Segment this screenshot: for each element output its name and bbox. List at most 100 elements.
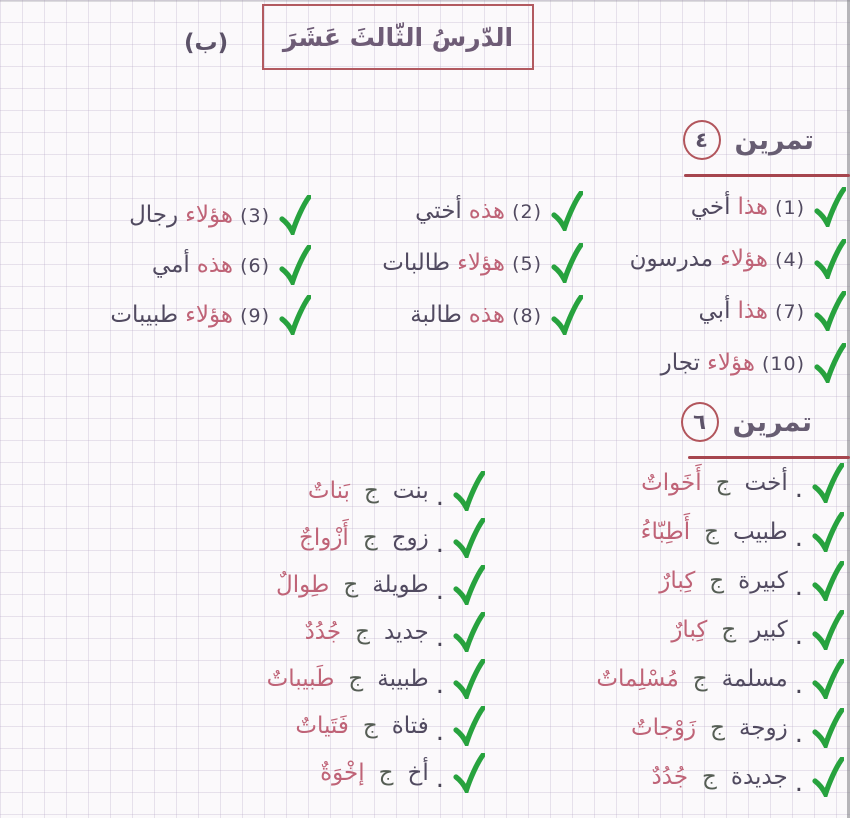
plural-marker: ج xyxy=(355,619,370,645)
item-text: طالبات xyxy=(382,250,451,276)
checkmark-icon xyxy=(453,565,485,605)
exercise6-item: . مسلمة ج مُسْلِماتٌ xyxy=(596,659,844,700)
checkmark-icon xyxy=(453,471,485,511)
singular-word: أخت xyxy=(744,470,788,496)
plural-marker: ج xyxy=(721,617,737,643)
exercise6-item: . جديد ج جُدُدٌ xyxy=(305,612,485,653)
demonstrative-word: هؤلاء xyxy=(707,350,755,376)
lesson-title: الدّرسُ الثّالثَ عَشَرَ xyxy=(282,22,514,52)
plural-word: مُسْلِماتٌ xyxy=(596,666,679,692)
demonstrative-word: هؤلاء xyxy=(185,202,234,228)
exercise4-item-3: (3) هؤلاء رجال xyxy=(129,195,311,235)
exercise4-item-8: (8) هذه طالبة xyxy=(410,295,583,335)
plural-word: طَبيباتٌ xyxy=(266,666,335,692)
checkmark-icon xyxy=(551,243,583,283)
item-text: أبي xyxy=(698,298,731,324)
checkmark-icon xyxy=(551,295,583,335)
checkmark-icon xyxy=(453,706,485,746)
exercise4-item-6: (6) هذه أمي xyxy=(152,245,311,285)
plural-word: جُدُدٌ xyxy=(651,764,689,790)
exercise4-header: تمرين ٤ xyxy=(682,120,814,160)
item-bullet: . xyxy=(435,764,444,794)
checkmark-icon xyxy=(279,295,311,335)
plural-marker: ج xyxy=(343,572,359,598)
exercise4-item-10: (10) هؤلاء تجار xyxy=(660,343,846,383)
plural-word: زَوْجاتٌ xyxy=(631,715,697,741)
singular-word: جديد xyxy=(383,619,429,645)
plural-word: إخْوَةٌ xyxy=(320,760,365,786)
checkmark-icon xyxy=(453,518,485,558)
exercise4-heading: تمرين xyxy=(734,124,814,156)
exercise6-item: . زوجة ج زَوْجاتٌ xyxy=(631,708,844,749)
exercise6-column-left: . بنت ج بَناتٌ . زوج ج أَزْواجٌ . طويلة … xyxy=(266,471,485,794)
item-bullet: . xyxy=(794,670,803,700)
singular-word: طبيب xyxy=(732,519,788,545)
exercise4-item-5: (5) هؤلاء طالبات xyxy=(382,243,583,283)
singular-word: زوج xyxy=(391,525,429,551)
exercise6-item: . طويلة ج طِوالٌ xyxy=(276,565,485,606)
item-bullet: . xyxy=(794,572,803,602)
item-number: (8) xyxy=(512,305,542,327)
item-number: (5) xyxy=(512,253,542,275)
exercise6-item: . كبيرة ج كِبارٌ xyxy=(659,561,844,602)
item-number: (1) xyxy=(775,197,805,219)
exercise4-number: ٤ xyxy=(695,128,708,152)
checkmark-icon xyxy=(279,195,311,235)
demonstrative-word: هؤلاء xyxy=(720,246,769,272)
demonstrative-word: هذا xyxy=(737,298,769,324)
scan-edge-top xyxy=(0,0,850,2)
plural-marker: ج xyxy=(710,715,725,741)
plural-word: فَتَياتٌ xyxy=(295,713,349,739)
plural-marker: ج xyxy=(692,666,708,692)
plural-word: كِبارٌ xyxy=(671,617,708,643)
plural-word: أَطِبّاءُ xyxy=(640,519,691,545)
item-bullet: . xyxy=(435,482,444,512)
checkmark-icon xyxy=(453,612,485,652)
checkmark-icon xyxy=(279,245,311,285)
item-number: (10) xyxy=(761,353,805,375)
exercise6-item: . كبير ج كِبارٌ xyxy=(671,610,844,651)
singular-word: طويلة xyxy=(372,572,429,598)
item-bullet: . xyxy=(435,576,444,606)
exercise4-item-2: (2) هذه أختي xyxy=(415,191,583,231)
checkmark-icon xyxy=(812,610,844,650)
item-bullet: . xyxy=(435,717,444,747)
item-number: (7) xyxy=(775,301,805,323)
singular-word: كبير xyxy=(750,617,788,643)
item-text: طالبة xyxy=(410,302,462,328)
item-bullet: . xyxy=(794,719,803,749)
exercise4-column-left: (3) هؤلاء رجال (6) هذه أمي (9) هؤلاء طبي… xyxy=(110,195,311,335)
exercise6-item: . فتاة ج فَتَياتٌ xyxy=(295,706,485,747)
singular-word: زوجة xyxy=(738,715,788,741)
checkmark-icon xyxy=(551,191,583,231)
item-bullet: . xyxy=(794,621,803,651)
demonstrative-word: هؤلاء xyxy=(457,250,506,276)
checkmark-icon xyxy=(453,753,485,793)
item-number: (2) xyxy=(512,201,542,223)
item-text: أخي xyxy=(690,194,731,220)
plural-marker: ج xyxy=(702,764,717,790)
singular-word: بنت xyxy=(392,478,429,504)
exercise4-column-right: (1) هذا أخي (4) هؤلاء مدرسون (7) هذا أبي… xyxy=(629,187,846,383)
checkmark-icon xyxy=(812,708,844,748)
plural-marker: ج xyxy=(362,713,378,739)
item-text: طبيبات xyxy=(110,302,179,328)
singular-word: مسلمة xyxy=(721,666,788,692)
singular-word: طبيبة xyxy=(377,666,429,692)
item-bullet: . xyxy=(435,623,444,653)
demonstrative-word: هؤلاء xyxy=(185,302,234,328)
item-text: مدرسون xyxy=(629,246,714,272)
exercise6-item: . بنت ج بَناتٌ xyxy=(308,471,485,512)
exercise6-item: . جديدة ج جُدُدٌ xyxy=(651,757,844,797)
checkmark-icon xyxy=(814,291,846,331)
plural-marker: ج xyxy=(348,666,364,692)
item-text: تجار xyxy=(660,350,701,376)
exercise4-item-7: (7) هذا أبي xyxy=(698,291,846,331)
plural-word: كِبارٌ xyxy=(659,568,696,594)
demonstrative-word: هذه xyxy=(196,252,234,278)
exercise6-number-circle: ٦ xyxy=(680,402,719,442)
item-text: أختي xyxy=(415,198,462,224)
plural-marker: ج xyxy=(378,760,394,786)
item-number: (4) xyxy=(775,249,805,271)
